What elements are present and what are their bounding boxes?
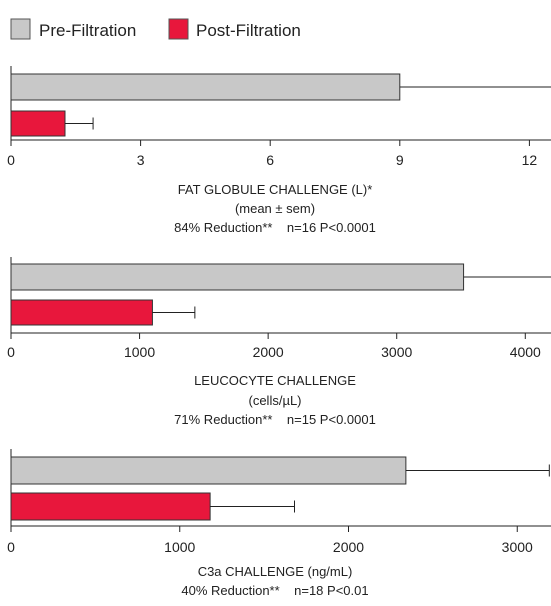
panel-leucocyte-note: 71% Reduction** n=15 P<0.0001 [174,412,376,427]
panel-leucocyte-bar-pre-filtration [10,263,465,291]
legend-swatch-pre-filtration [10,18,31,40]
panel-c3a-note: 40% Reduction** n=18 P<0.01 [181,583,368,598]
panel-c3a-bar-post-filtration [10,492,211,521]
panel-fat-globule: 0 3 6 9 12 FAT GLOBULE CHALLENGE (L)* (mean … [7,66,551,235]
legend-swatch-post-filtration [168,18,189,40]
panel-fat-globule-bar-pre-filtration [10,73,401,101]
panel-leucocyte-xlabel: LEUCOCYTE CHALLENGE [194,373,356,388]
panel-fat-globule-tick-label-1: 3 [137,152,145,168]
panel-leucocyte-tick-label-2: 2000 [253,344,284,360]
legend-label-post-filtration: Post-Filtration [196,21,301,40]
panel-fat-globule-subtitle: (mean ± sem) [235,201,315,216]
panel-leucocyte-tick-label-0: 0 [7,344,15,360]
panel-c3a-tick-label-3: 3000 [502,539,533,555]
panel-fat-globule-tick-label-2: 6 [266,152,274,168]
panel-fat-globule-tick-label-0: 0 [7,152,15,168]
panel-c3a-tick-label-2: 2000 [333,539,364,555]
panel-c3a-tick-label-0: 0 [7,539,15,555]
panel-fat-globule-tick-label-4: 12 [522,152,538,168]
panel-c3a-tick-label-1: 1000 [164,539,195,555]
panel-c3a: 0 1000 2000 3000 C3a CHALLENGE (ng/mL) 40% … [7,449,551,598]
panel-leucocyte-tick-label-1: 1000 [124,344,155,360]
panel-leucocyte: 0 1000 2000 3000 4000 LEUCOCYTE CHALLENGE (c… [7,257,551,427]
panel-fat-globule-xlabel: FAT GLOBULE CHALLENGE (L)* [178,182,373,197]
panel-leucocyte-bar-post-filtration [10,299,153,326]
panel-leucocyte-tick-label-4: 4000 [510,344,541,360]
panel-c3a-bar-pre-filtration [10,456,407,485]
panel-fat-globule-bar-post-filtration [10,110,66,137]
panel-fat-globule-tick-label-3: 9 [396,152,404,168]
legend-label-pre-filtration: Pre-Filtration [39,21,136,40]
legend: Pre-Filtration Post-Filtration [10,18,301,40]
panel-fat-globule-note: 84% Reduction** n=16 P<0.0001 [174,220,376,235]
panel-leucocyte-tick-label-3: 3000 [381,344,412,360]
panel-c3a-xlabel: C3a CHALLENGE (ng/mL) [198,564,353,579]
panel-leucocyte-subtitle: (cells/µL) [249,393,302,408]
